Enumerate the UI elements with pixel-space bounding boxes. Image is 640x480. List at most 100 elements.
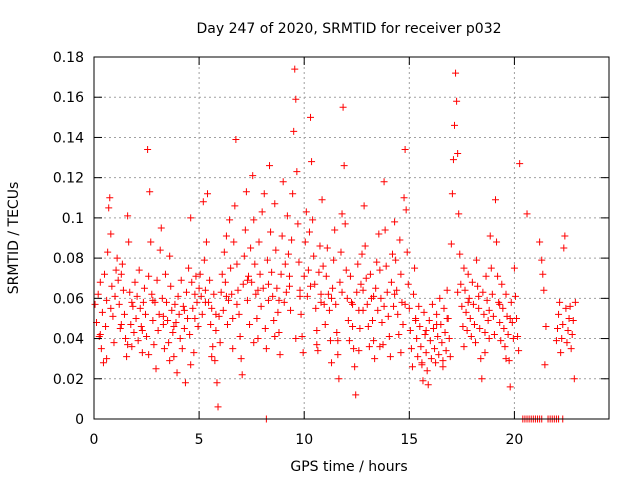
data-point xyxy=(289,190,297,198)
data-points xyxy=(91,65,579,423)
data-point xyxy=(408,363,416,371)
y-tick-label: 0.14 xyxy=(53,130,84,146)
data-point xyxy=(186,331,194,339)
data-point xyxy=(493,238,501,246)
data-point xyxy=(440,304,448,312)
data-point xyxy=(184,314,192,322)
data-point xyxy=(504,331,512,339)
data-point xyxy=(280,298,288,306)
data-point xyxy=(322,272,330,280)
y-tick-label: 0.06 xyxy=(53,291,84,307)
data-point xyxy=(179,302,187,310)
data-point xyxy=(400,194,408,202)
data-point xyxy=(145,351,153,359)
data-point xyxy=(556,298,564,306)
data-point xyxy=(133,292,141,300)
data-point xyxy=(275,329,283,337)
data-point xyxy=(487,264,495,272)
data-point xyxy=(132,314,140,322)
data-point xyxy=(211,357,219,365)
data-point xyxy=(446,353,454,361)
data-point xyxy=(508,318,516,326)
data-point xyxy=(163,298,171,306)
data-point xyxy=(146,188,154,196)
data-point xyxy=(302,208,310,216)
data-point xyxy=(174,292,182,300)
data-point xyxy=(309,216,317,224)
data-point xyxy=(380,302,388,310)
data-point xyxy=(325,306,333,314)
data-point xyxy=(114,276,122,284)
data-point xyxy=(376,266,384,274)
data-point xyxy=(241,226,249,234)
data-point xyxy=(154,327,162,335)
data-point xyxy=(126,288,134,296)
data-point xyxy=(229,314,237,322)
data-point xyxy=(213,379,221,387)
data-point xyxy=(143,333,151,341)
data-point xyxy=(501,343,509,351)
data-point xyxy=(404,280,412,288)
data-point xyxy=(381,226,389,234)
data-point xyxy=(411,264,419,272)
data-point xyxy=(140,284,148,292)
data-point xyxy=(247,244,255,252)
data-point xyxy=(385,333,393,341)
data-point xyxy=(127,320,135,328)
data-point xyxy=(490,331,498,339)
data-point xyxy=(339,103,347,111)
data-point xyxy=(248,278,256,286)
data-point xyxy=(200,256,208,264)
data-point xyxy=(499,304,507,312)
data-point xyxy=(422,327,430,335)
data-point xyxy=(134,337,142,345)
data-point xyxy=(319,262,327,270)
data-point xyxy=(201,298,209,306)
data-point xyxy=(274,308,282,316)
data-point xyxy=(239,280,247,288)
data-point xyxy=(497,337,505,345)
data-point xyxy=(277,270,285,278)
data-point xyxy=(335,375,343,383)
data-point xyxy=(432,359,440,367)
data-point xyxy=(397,349,405,357)
data-point xyxy=(355,347,363,355)
data-point xyxy=(230,238,238,246)
data-point xyxy=(311,280,319,288)
data-point xyxy=(401,300,409,308)
data-point xyxy=(191,314,199,322)
data-point xyxy=(290,127,298,135)
data-point xyxy=(272,246,280,254)
data-point xyxy=(565,314,573,322)
data-point xyxy=(164,316,172,324)
data-point xyxy=(253,314,261,322)
data-point xyxy=(396,236,404,244)
data-point xyxy=(271,200,279,208)
data-point xyxy=(328,359,336,367)
data-point xyxy=(236,333,244,341)
data-point xyxy=(449,156,457,164)
data-point xyxy=(159,312,167,320)
data-point xyxy=(117,320,125,328)
data-point xyxy=(122,335,130,343)
data-point xyxy=(219,306,227,314)
data-point xyxy=(366,270,374,278)
data-point xyxy=(148,290,156,298)
data-point xyxy=(237,355,245,363)
data-point xyxy=(506,314,514,322)
data-point xyxy=(202,238,210,246)
data-point xyxy=(344,316,352,324)
data-point xyxy=(464,298,472,306)
data-point xyxy=(485,306,493,314)
data-point xyxy=(166,357,174,365)
data-point xyxy=(454,288,462,296)
data-point xyxy=(341,220,349,228)
data-point xyxy=(376,343,384,351)
data-point xyxy=(567,345,575,353)
data-point xyxy=(388,250,396,258)
data-point xyxy=(390,302,398,310)
data-point xyxy=(232,135,240,143)
data-point xyxy=(502,290,510,298)
data-point xyxy=(462,308,470,316)
